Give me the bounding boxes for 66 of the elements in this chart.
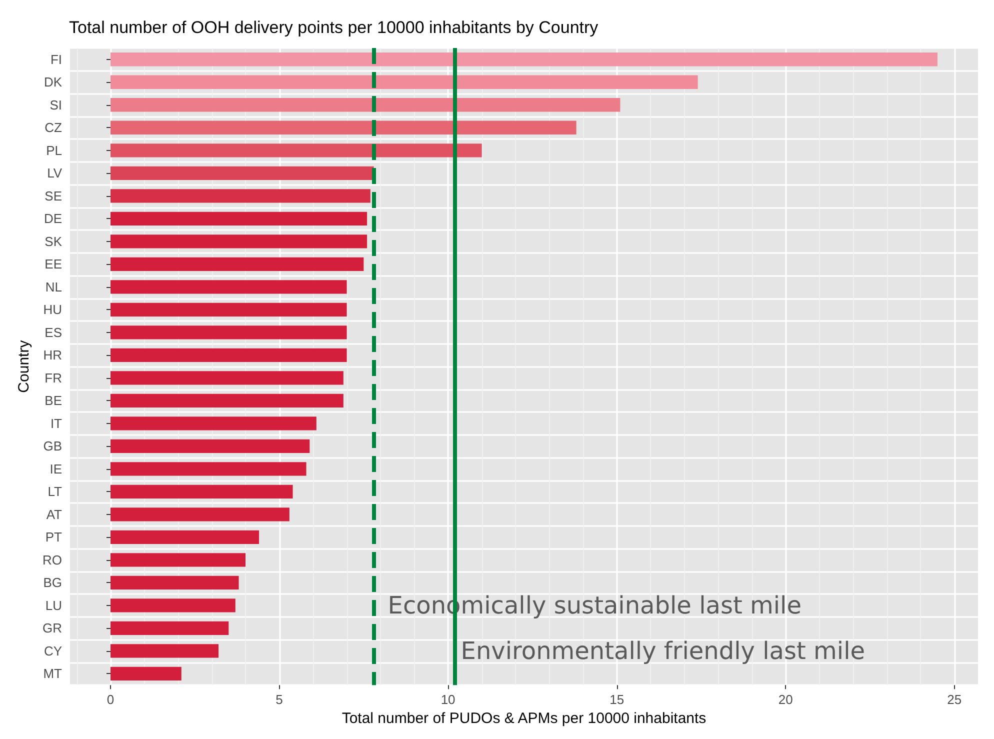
y-tick-label: LT xyxy=(48,484,62,500)
y-tick-label: SI xyxy=(50,97,62,112)
bar xyxy=(110,120,576,134)
bar xyxy=(110,530,260,544)
y-tick-label: SK xyxy=(44,234,62,249)
bar xyxy=(110,666,182,681)
y-tick-label: HR xyxy=(43,348,62,363)
y-tick-label: CY xyxy=(44,643,62,658)
x-axis-title: Total number of PUDOs & APMs per 10000 inhabitants xyxy=(342,710,706,727)
y-tick-label: GB xyxy=(43,438,62,454)
y-tick-label: GR xyxy=(42,620,62,636)
x-tick-label: 25 xyxy=(947,692,962,708)
y-tick-label: PT xyxy=(45,530,62,545)
y-tick-label: BG xyxy=(43,575,62,590)
bar xyxy=(110,598,236,612)
y-tick-label: FR xyxy=(44,370,62,386)
y-tick-label: NL xyxy=(45,279,62,294)
bar xyxy=(110,348,347,362)
bar xyxy=(110,166,374,180)
bar xyxy=(110,439,310,454)
bar xyxy=(110,553,246,567)
y-tick-label: LV xyxy=(47,166,62,181)
ref-line-label: Environmentally friendly last mile xyxy=(460,636,866,665)
x-tick-label: 15 xyxy=(610,692,624,708)
bar xyxy=(110,98,620,112)
y-tick-label: LU xyxy=(45,598,62,613)
y-tick-label: RO xyxy=(42,552,62,568)
bar xyxy=(110,576,239,590)
bar xyxy=(110,280,347,294)
bar xyxy=(110,257,364,271)
y-tick-label: BE xyxy=(44,393,62,408)
x-tick-label: 20 xyxy=(778,692,793,708)
bar xyxy=(110,644,219,658)
y-tick-label: PL xyxy=(46,142,62,158)
y-tick-label: AT xyxy=(46,506,62,522)
y-tick-label: EE xyxy=(44,256,62,272)
x-tick-label: 10 xyxy=(440,692,456,708)
bar xyxy=(110,75,698,89)
bar xyxy=(110,621,229,636)
y-tick-label: IE xyxy=(50,461,62,476)
y-tick-label: DE xyxy=(44,211,62,226)
chart-title: Total number of OOH delivery points per 10000 inhabitants by Country xyxy=(69,18,599,37)
y-tick-label: SE xyxy=(44,188,62,204)
bar xyxy=(110,302,347,316)
bar xyxy=(110,212,368,226)
bar xyxy=(110,144,482,158)
y-tick-label: DK xyxy=(44,74,62,90)
bar xyxy=(110,508,290,522)
y-axis-title: Country xyxy=(16,340,33,393)
bar xyxy=(110,462,306,476)
bar xyxy=(110,189,370,203)
bar xyxy=(110,234,368,248)
bar xyxy=(110,326,347,340)
bar xyxy=(110,394,344,408)
x-tick-label: 5 xyxy=(276,692,283,708)
bar xyxy=(110,52,938,66)
y-tick-label: FI xyxy=(50,52,62,67)
y-tick-label: HU xyxy=(43,302,62,318)
y-tick-label: CZ xyxy=(44,120,62,136)
x-tick-label: 0 xyxy=(106,692,114,708)
bar xyxy=(110,371,344,385)
y-tick-label: ES xyxy=(44,324,62,340)
bar xyxy=(110,484,293,499)
bar xyxy=(110,416,316,430)
y-tick-label: IT xyxy=(50,416,62,431)
y-tick-label: MT xyxy=(43,666,62,682)
